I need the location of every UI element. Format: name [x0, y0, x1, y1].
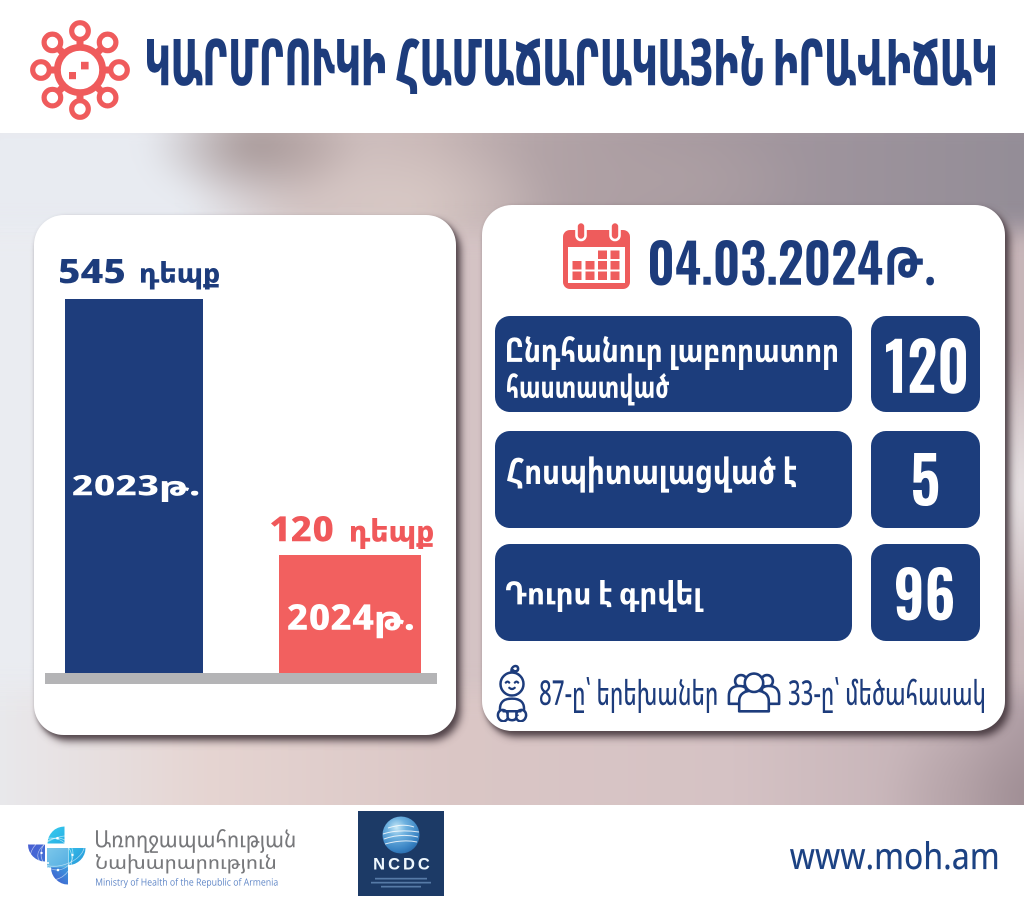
svg-text:NCDC: NCDC [373, 855, 433, 873]
